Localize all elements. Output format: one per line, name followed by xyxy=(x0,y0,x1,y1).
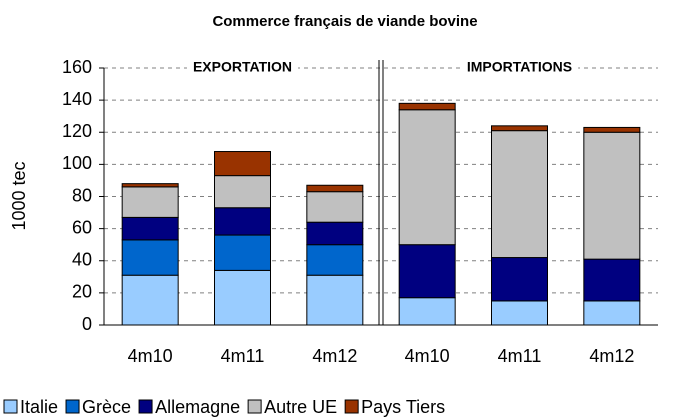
x-tick-label: 4m10 xyxy=(405,346,450,366)
bar-segment xyxy=(214,269,271,326)
bar-segment xyxy=(214,151,271,177)
bar-segment xyxy=(583,300,641,326)
x-tick-label: 4m12 xyxy=(589,346,634,366)
legend-label: Pays Tiers xyxy=(361,397,445,417)
bar-segment xyxy=(306,191,364,223)
y-tick-label: 140 xyxy=(62,89,92,109)
y-tick-label: 40 xyxy=(72,250,92,270)
bar-segment xyxy=(398,109,456,246)
legend-label: Italie xyxy=(20,397,58,417)
bar-segment xyxy=(491,257,548,302)
annotation: IMPORTATIONS xyxy=(467,59,572,75)
bar-segment xyxy=(398,102,456,111)
bar-segment xyxy=(398,297,456,326)
y-tick-label: 160 xyxy=(62,57,92,77)
bar-segment xyxy=(583,131,641,260)
legend-swatch xyxy=(344,399,359,414)
bar-segment xyxy=(214,175,271,209)
bar-segment xyxy=(121,216,179,241)
annotation-background xyxy=(186,59,299,77)
bar-segment xyxy=(121,186,179,218)
bar-segment xyxy=(306,184,364,193)
y-tick-label: 0 xyxy=(82,314,92,334)
y-axis-label: 1000 tec xyxy=(9,161,29,230)
legend-swatch xyxy=(247,399,262,414)
bar-segment xyxy=(306,244,364,276)
bar-segment xyxy=(214,207,271,236)
y-tick-label: 20 xyxy=(72,282,92,302)
bar-segment xyxy=(491,125,548,132)
bar-segment xyxy=(491,300,548,326)
annotation-background xyxy=(460,59,579,77)
legend-swatch xyxy=(65,399,80,414)
chart-title: Commerce français de viande bovine xyxy=(212,13,477,30)
legend-swatch xyxy=(138,399,153,414)
annotation: EXPORTATION xyxy=(193,59,292,75)
x-tick-label: 4m12 xyxy=(312,346,357,366)
x-tick-label: 4m10 xyxy=(128,346,173,366)
legend-label: Grèce xyxy=(82,397,131,417)
y-tick-label: 60 xyxy=(72,217,92,237)
bar-segment xyxy=(583,258,641,302)
bar-segment xyxy=(583,126,641,133)
bar-segment xyxy=(121,274,179,326)
x-tick-label: 4m11 xyxy=(221,346,265,366)
legend-label: Allemagne xyxy=(155,397,240,417)
y-tick-label: 120 xyxy=(62,121,92,141)
bar-segment xyxy=(491,130,548,259)
bar-segment xyxy=(306,274,364,326)
bar-segment xyxy=(214,234,271,271)
x-tick-label: 4m11 xyxy=(498,346,542,366)
y-tick-label: 80 xyxy=(72,185,92,205)
y-tick-label: 100 xyxy=(62,153,92,173)
bar-segment xyxy=(121,183,179,188)
legend-swatch xyxy=(3,399,18,414)
bar-segment xyxy=(306,221,364,246)
bar-segment xyxy=(121,239,179,276)
bar-segment xyxy=(398,244,456,299)
legend-label: Autre UE xyxy=(264,397,337,417)
